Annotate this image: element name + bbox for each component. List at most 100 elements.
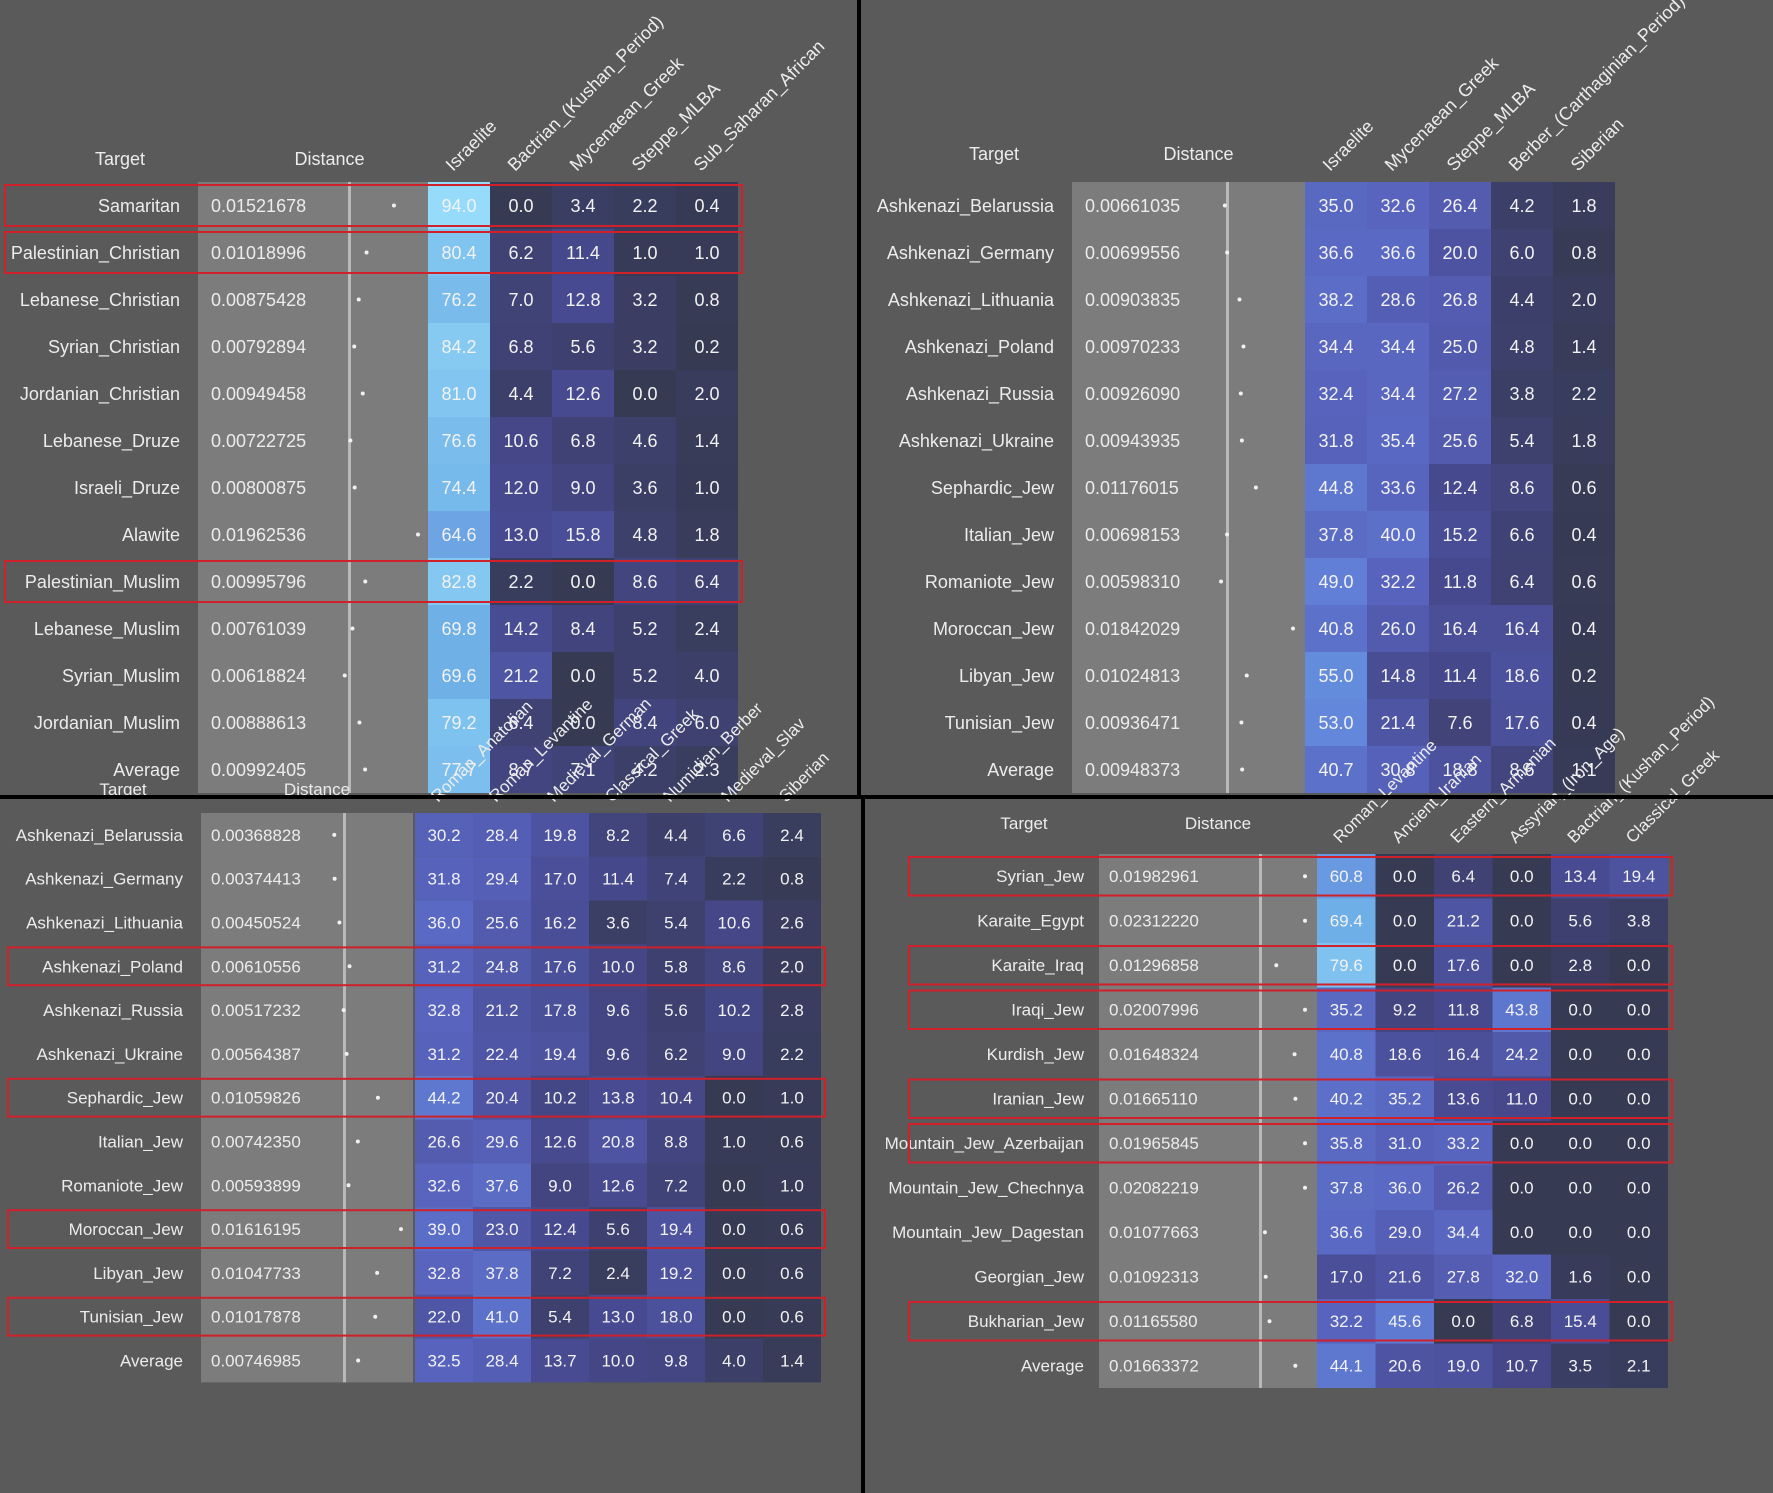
heatmap-cell-value: 30.8 [1380,760,1415,780]
heatmap-cell [552,417,614,464]
heatmap-cell [552,699,614,746]
heatmap-cell-value: 0.0 [1510,1134,1534,1153]
heatmap-cell [763,1251,821,1295]
heatmap-cell [1551,1032,1610,1077]
heatmap-cell [473,1119,531,1164]
heatmap-cell-value: 6.6 [722,826,746,845]
distance-dot [416,532,420,537]
heatmap-cell [428,229,490,276]
heatmap-cell [531,1207,589,1251]
row-target-label: Lebanese_Druze [43,431,180,452]
heatmap-cell-value: 0.2 [1571,666,1596,686]
heatmap-cell-value: 8.6 [1509,760,1534,780]
heatmap-cell [1551,1210,1610,1255]
heatmap-cell [589,1294,647,1339]
row-distance-value: 0.01842029 [1085,619,1180,639]
heatmap-cell-value: 40.8 [1330,1045,1363,1064]
heatmap-cell [763,1207,821,1251]
row-distance-value: 0.00368828 [211,826,301,845]
row-distance-value: 0.00742350 [211,1132,301,1151]
heatmap-cell [490,558,552,605]
heatmap-cell-value: 44.2 [427,1089,460,1108]
heatmap-cell-value: 20.8 [601,1132,634,1151]
heatmap-cell [705,944,763,989]
distance-dot [1274,963,1279,968]
heatmap-cell-value: 3.8 [1627,912,1651,931]
heatmap-cell-value: 10.6 [717,913,750,932]
heatmap-cell-value: 17.6 [543,957,576,976]
distance-dot [1239,438,1244,443]
row-distance-value: 0.00598310 [1085,572,1180,592]
heatmap-cell [1367,699,1429,746]
heatmap-cell [705,856,763,901]
heatmap-cell-value: 37.8 [1330,1179,1363,1198]
heatmap-cell-value: 32.6 [427,1176,460,1195]
heatmap-cell [676,605,738,652]
row-distance-value: 0.00374413 [211,870,301,889]
column-header-label: Mycenaean_Greek [566,52,689,175]
heatmap-cell-value: 0.6 [780,1308,804,1327]
heatmap-cell-value: 6.8 [1510,1312,1534,1331]
distance-dot [375,1270,380,1275]
heatmap-cell-value: 0.0 [1568,1090,1592,1109]
distance-dot [1293,1096,1298,1101]
heatmap-cell-value: 8.6 [632,572,657,592]
heatmap-cell [614,558,676,605]
heatmap-cell [1492,898,1551,943]
heatmap-cell [614,229,676,276]
heatmap-cell-value: 13.0 [601,1308,634,1327]
heatmap-cell-value: 79.2 [441,713,476,733]
heatmap-cell-value: 17.6 [1504,713,1539,733]
heatmap-cell [1434,854,1493,899]
heatmap-cell [1491,182,1553,229]
heatmap-cell [1375,1254,1434,1299]
distance-dot [1293,1363,1298,1368]
heatmap-cell [1553,370,1615,417]
heatmap-cell-value: 36.6 [1318,243,1353,263]
heatmap-cell-value: 0.0 [570,572,595,592]
heatmap-cell [647,1032,705,1076]
heatmap-cell [1553,464,1615,511]
heatmap-cell [763,944,821,989]
heatmap-cell-value: 3.2 [632,290,657,310]
heatmap-cell [1609,987,1668,1032]
distance-dot [1222,203,1227,208]
heatmap-cell-value: 1.8 [694,525,719,545]
distance-dot [1291,626,1295,631]
heatmap-cell [415,1294,473,1339]
row-target-label: Jordanian_Christian [20,384,180,405]
heatmap-cell-value: 11.4 [1443,666,1477,686]
heatmap-cell [647,900,705,945]
row-target-label: Mountain_Jew_Chechnya [888,1179,1084,1198]
target-header: Target [1000,814,1048,833]
row-distance-value: 0.01521678 [211,196,306,216]
heatmap-cell-value: 0.0 [1510,1223,1534,1242]
heatmap-cell-value: 1.4 [780,1351,804,1370]
heatmap-svg: Target Distance Israelite Bactrian_(Kushan_… [4,11,829,793]
heatmap-cell-value: 24.2 [1505,1045,1538,1064]
distance-dot [373,1314,378,1319]
heatmap-cell [1434,1165,1493,1210]
heatmap-cell-value: 4.0 [694,666,719,686]
heatmap-cell [552,229,614,276]
heatmap-cell-value: 36.6 [1330,1223,1363,1242]
highlight-box [908,945,1673,986]
distance-dot [342,673,347,678]
heatmap-cell-value: 1.8 [1571,196,1596,216]
heatmap-cell [1367,276,1429,323]
distance-column-background [198,182,441,793]
distance-dot [337,920,342,925]
heatmap-cell-value: 32.2 [1380,572,1415,592]
heatmap-cell [1317,1210,1376,1255]
heatmap-cell [647,1163,705,1208]
heatmap-cell-value: 4.2 [632,760,657,780]
heatmap-cell-value: 27.2 [1442,384,1477,404]
heatmap-cell [589,1032,647,1076]
heatmap-cell-value: 31.8 [1318,431,1353,451]
heatmap-cell-value: 84.2 [441,337,476,357]
heatmap-cell [705,1032,763,1076]
heatmap-cell [1317,1299,1376,1344]
heatmap-cell-value: 19.2 [659,1264,692,1283]
heatmap-cell-value: 10.0 [601,957,634,976]
row-distance-value: 0.00926090 [1085,384,1180,404]
